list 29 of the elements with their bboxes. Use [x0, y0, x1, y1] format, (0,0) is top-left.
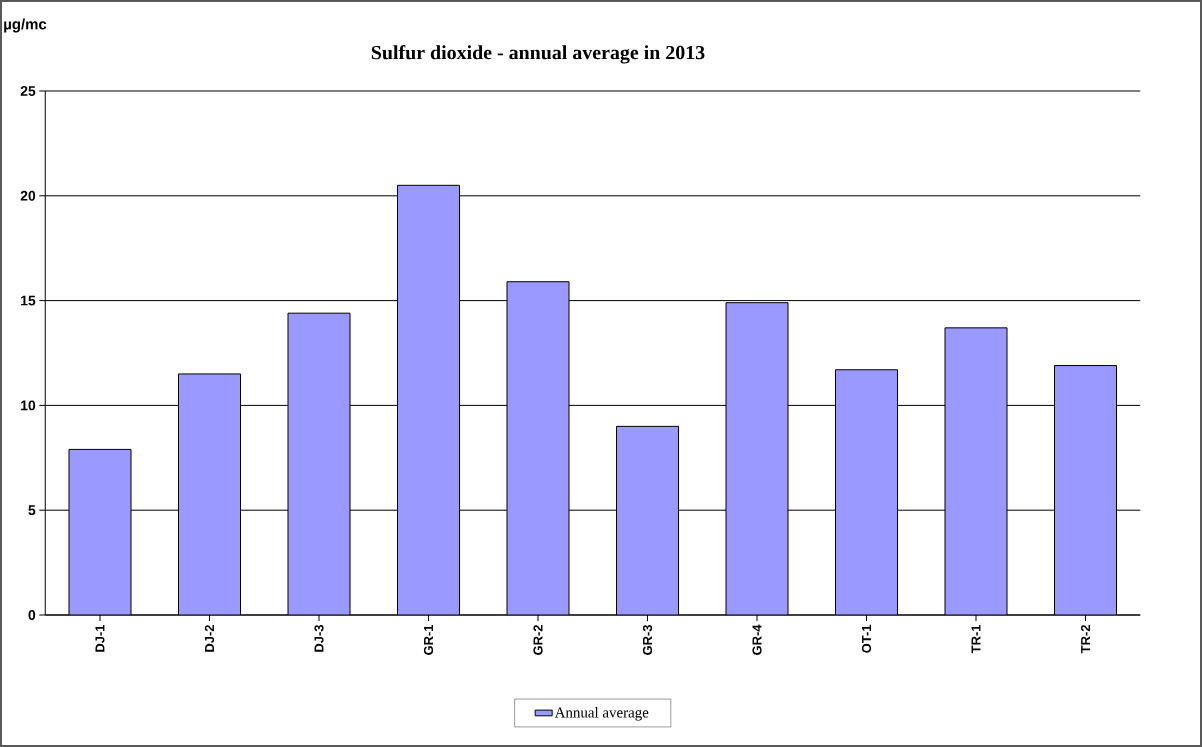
y-tick-label: 0 [28, 610, 36, 620]
x-tick-label: DJ-2 [204, 625, 215, 652]
bar [835, 369, 898, 615]
bar [397, 184, 460, 615]
bar [616, 425, 679, 615]
y-axis-title: µg/mc [4, 18, 47, 33]
bar [944, 327, 1008, 615]
x-tick-label: TR-2 [1080, 625, 1091, 654]
y-tick-label: 10 [21, 400, 36, 411]
bar [68, 448, 132, 615]
bar [506, 281, 570, 615]
x-tick-label: OT-1 [861, 624, 872, 653]
y-tick-label: 25 [20, 86, 36, 96]
bar [725, 302, 789, 615]
y-tick-label: 15 [21, 295, 36, 306]
x-tick-label: TR-1 [971, 624, 981, 654]
chart-title: Sulfur dioxide - annual average in 2013 [371, 45, 705, 64]
x-tick-label: GR-2 [533, 625, 543, 655]
x-tick-label: GR-1 [423, 624, 434, 655]
y-tick-label: 5 [28, 505, 36, 516]
x-tick-label: DJ-1 [95, 624, 105, 652]
x-tick-label: GR-4 [752, 624, 762, 655]
bar [1054, 365, 1117, 615]
legend-label: Annual average [554, 707, 649, 721]
x-tick-label: DJ-3 [314, 624, 324, 652]
bar [178, 373, 241, 615]
bar [287, 312, 351, 615]
y-tick-label: 20 [20, 190, 36, 201]
x-tick-label: GR-3 [642, 624, 653, 655]
